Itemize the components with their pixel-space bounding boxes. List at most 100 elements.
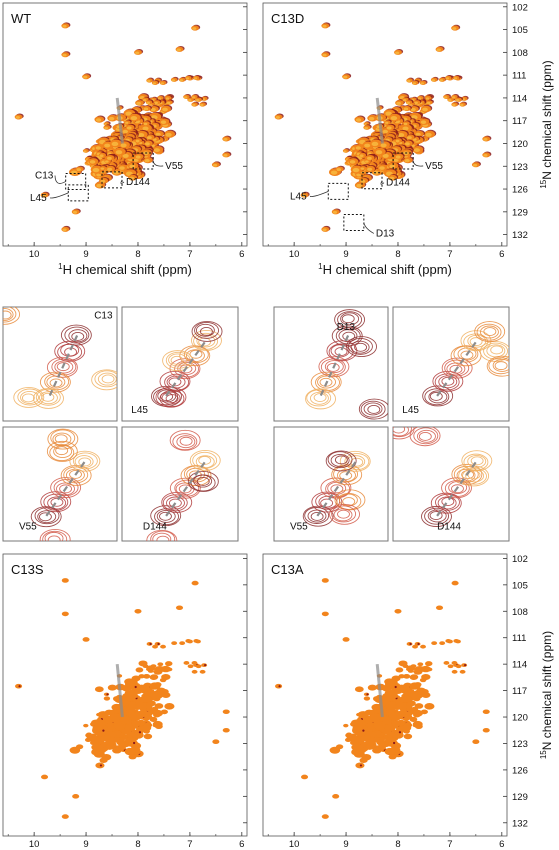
peak <box>482 709 490 715</box>
peak <box>175 605 184 611</box>
peak <box>354 686 364 693</box>
contour-ring <box>483 342 509 360</box>
peak <box>134 608 142 614</box>
peak-dark <box>138 731 142 734</box>
zoom-label: V55 <box>290 522 308 533</box>
peak <box>129 689 135 694</box>
peak-label-v55: V55 <box>425 161 443 172</box>
contour-ring <box>456 468 476 482</box>
peak-core <box>125 121 129 124</box>
peak-core <box>187 99 192 102</box>
peak-core <box>179 79 184 82</box>
contour-ring <box>336 492 362 510</box>
peak <box>301 774 309 780</box>
peak-core <box>393 158 399 162</box>
y-tick-label: 111 <box>512 71 526 82</box>
peak <box>149 674 159 680</box>
peak <box>112 747 122 754</box>
contour-ring <box>44 531 64 541</box>
peak-core <box>125 111 132 116</box>
peak <box>332 794 340 799</box>
peak-core <box>443 96 448 99</box>
contour-ring <box>334 309 366 331</box>
contour-ring <box>168 353 188 367</box>
titration-guide <box>375 664 384 718</box>
peak-label-d13: D13 <box>376 228 395 239</box>
x-tick-label: 9 <box>83 249 88 260</box>
contour-ring <box>169 477 201 499</box>
contour-ring <box>189 449 221 471</box>
peak-core <box>129 176 135 180</box>
contour-ring <box>195 323 215 337</box>
x-tick-label: 6 <box>499 839 504 850</box>
peak <box>124 678 135 686</box>
peak-core <box>365 160 369 163</box>
peak <box>384 747 396 756</box>
peak-dark <box>398 731 402 734</box>
peak <box>386 695 394 702</box>
contour-ring <box>304 507 330 524</box>
peak-core <box>371 141 379 147</box>
peak-core <box>322 24 327 28</box>
peak <box>199 669 206 674</box>
peak-core <box>129 164 136 169</box>
peak-core <box>355 146 361 150</box>
peak <box>135 667 144 673</box>
peak-core <box>142 126 149 131</box>
peak <box>417 662 424 667</box>
contour-ring <box>3 308 14 321</box>
contour-ring <box>338 493 358 507</box>
x-axis-sup: 1 <box>58 262 63 271</box>
contour-ring <box>441 357 473 379</box>
contour-ring <box>367 405 381 414</box>
peak-core <box>119 166 125 170</box>
peak-core <box>162 107 168 112</box>
contour-ring <box>94 370 117 388</box>
peak <box>409 682 421 690</box>
peak-core <box>404 159 410 163</box>
peak-core <box>100 167 105 170</box>
contour-ring <box>483 327 497 337</box>
contour-ring <box>330 344 350 358</box>
peak <box>384 678 395 686</box>
contour-ring <box>50 497 64 507</box>
contour-ring <box>418 432 432 441</box>
x-tick-label: 7 <box>187 839 192 850</box>
spectrum-panel-wt: WT 10 9 8 7 6 1H chemical shift (ppm) C13 L45 D14… <box>2 2 248 277</box>
contour-group <box>3 307 117 409</box>
peak <box>439 641 446 646</box>
peak-core <box>382 153 389 158</box>
peak <box>384 690 391 695</box>
peak-core <box>379 166 385 170</box>
peak-core <box>212 163 218 167</box>
contour-ring <box>306 389 332 407</box>
y-tick-label: 120 <box>512 713 528 724</box>
peak-core <box>185 77 190 80</box>
contour-ring <box>451 463 483 485</box>
contour-ring <box>21 393 35 403</box>
contour-ring <box>444 359 470 377</box>
peak-core <box>395 51 400 55</box>
peak-core <box>165 132 172 137</box>
contour-group <box>302 450 371 527</box>
contour-ring <box>435 493 460 511</box>
peak <box>363 696 371 701</box>
contour-ring <box>179 345 211 367</box>
y-tick-label: 114 <box>512 93 527 104</box>
y-tick-label: 105 <box>512 580 528 591</box>
peak-core <box>107 156 112 160</box>
y-tick-label: 102 <box>512 2 528 13</box>
contour-ring <box>479 325 499 339</box>
peak <box>406 667 412 672</box>
peak-core <box>412 82 417 85</box>
peak <box>401 724 412 731</box>
peak <box>414 703 424 709</box>
peak-core <box>425 132 432 137</box>
contour-ring <box>441 497 455 507</box>
zoom-inset-c13: C13 <box>2 306 118 422</box>
x-tick-label: 10 <box>29 839 40 850</box>
contour-ring <box>360 400 386 418</box>
peak-core <box>135 155 141 159</box>
x-tick-label: 8 <box>135 249 140 260</box>
contour-ring <box>101 374 115 384</box>
